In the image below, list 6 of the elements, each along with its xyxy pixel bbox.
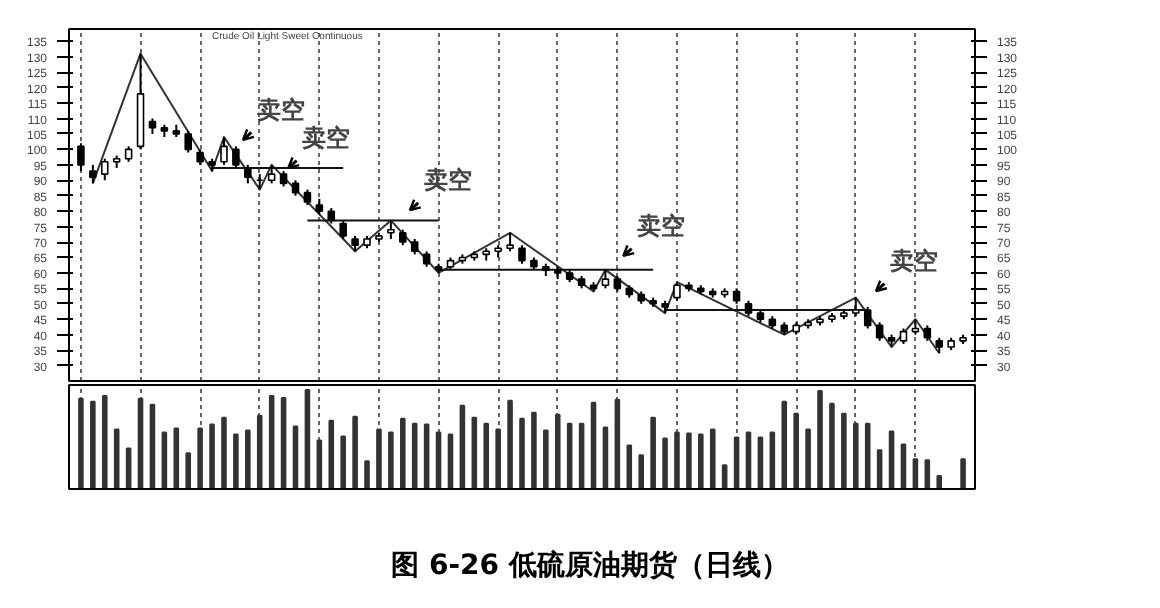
annotation: 卖空 xyxy=(636,211,685,240)
annotation: 卖空 xyxy=(301,123,350,152)
annotation: 卖空 xyxy=(256,95,305,124)
annotation: 卖空 xyxy=(889,247,938,275)
text: 图 6-26 低硫原油期货（日线） xyxy=(391,547,789,586)
annotation: 卖空 xyxy=(423,166,472,195)
